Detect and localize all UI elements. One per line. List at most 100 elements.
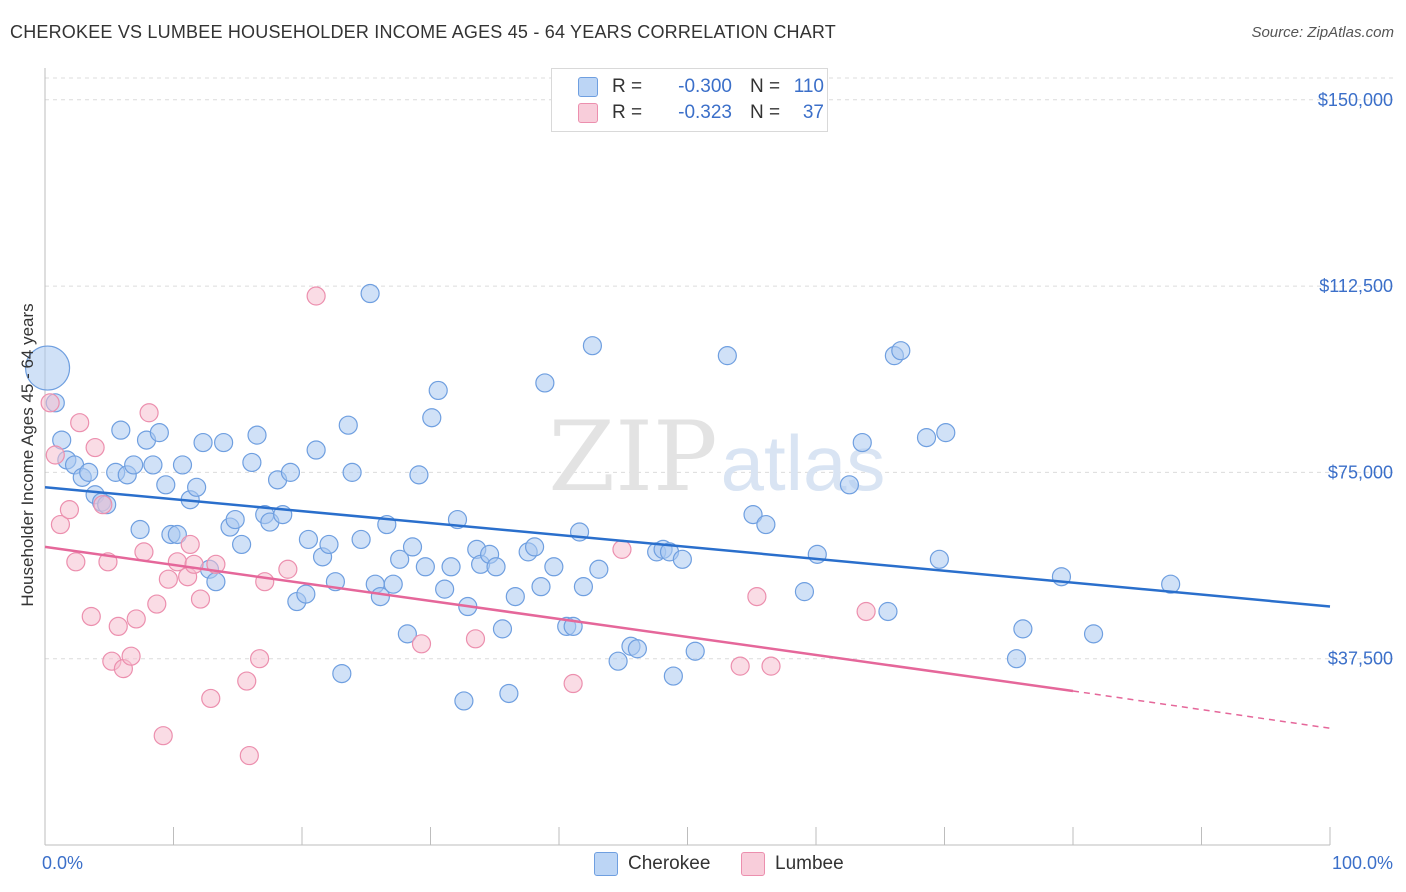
- cherokee-point: [172, 455, 193, 475]
- cherokee-point: [1013, 619, 1033, 639]
- chart-title: CHEROKEE VS LUMBEE HOUSEHOLDER INCOME AG…: [10, 22, 837, 42]
- lumbee-point: [50, 514, 71, 535]
- trend-lines: [44, 486, 1331, 729]
- cherokee-point: [878, 601, 898, 622]
- lumbee-point: [158, 569, 178, 589]
- watermark: ZIP atlas: [548, 401, 885, 513]
- lumbee-point: [184, 554, 204, 574]
- cherokee-point: [717, 346, 737, 366]
- cherokee-point: [663, 666, 683, 686]
- cherokee-point: [409, 465, 429, 485]
- legend-row-cherokee: R = -0.300 N = 110: [578, 74, 824, 100]
- lumbee-point: [45, 445, 65, 465]
- lumbee-point: [411, 634, 432, 654]
- cherokee-point: [206, 572, 226, 592]
- cherokee-point: [422, 408, 442, 428]
- legend-r-label: R =: [612, 102, 643, 123]
- cherokee-legend-label: Cherokee: [628, 853, 711, 874]
- cherokee-point: [505, 586, 525, 607]
- cherokee-point: [936, 423, 956, 443]
- lumbee-point: [147, 594, 167, 614]
- lumbee-point: [201, 688, 221, 709]
- lumbee-point: [730, 656, 750, 676]
- lumbee-point: [66, 552, 86, 572]
- y-tick-label: $150,000: [1318, 90, 1393, 110]
- lumbee-point: [180, 534, 200, 555]
- cherokee-point: [338, 415, 358, 435]
- grid-lines: [45, 77, 1395, 660]
- cherokee-point: [454, 691, 474, 711]
- cherokee-point: [306, 440, 326, 460]
- cherokee-point: [531, 577, 551, 597]
- legend-item-lumbee[interactable]: Lumbee: [741, 852, 844, 876]
- y-tick-label: $112,500: [1319, 276, 1393, 296]
- cherokee-point: [627, 639, 647, 659]
- watermark-zip: ZIP: [548, 401, 717, 513]
- cherokee-point: [589, 559, 609, 579]
- legend-n-label: N =: [750, 102, 781, 123]
- legend-item-cherokee[interactable]: Cherokee: [594, 852, 710, 876]
- cherokee-point: [794, 582, 815, 602]
- lumbee-point: [139, 403, 159, 423]
- cherokee-point: [130, 519, 150, 540]
- legend-n-value: 110: [793, 76, 824, 97]
- cherokee-point: [839, 475, 860, 495]
- watermark-atlas: atlas: [721, 419, 886, 507]
- y-axis-label: Householder Income Ages 45 - 64 years: [18, 303, 37, 607]
- legend-r-label: R =: [612, 76, 643, 97]
- lumbee-point: [126, 609, 146, 629]
- cherokee-point: [242, 452, 262, 473]
- cherokee-point: [573, 577, 594, 597]
- cherokee-point: [672, 549, 692, 569]
- cherokee-point: [225, 509, 245, 530]
- lumbee-point: [121, 646, 141, 666]
- cherokee-point: [156, 475, 176, 495]
- cherokee-point: [383, 574, 403, 594]
- lumbee-legend-label: Lumbee: [775, 853, 844, 874]
- lumbee-point: [59, 500, 80, 520]
- cherokee-point: [499, 683, 519, 704]
- cherokee-point: [441, 557, 461, 577]
- cherokee-point: [111, 420, 131, 440]
- cherokee-point: [124, 455, 144, 475]
- cherokee-point: [415, 557, 435, 577]
- y-tick-labels: $37,500 $75,000 $112,500 $150,000: [1318, 90, 1393, 669]
- cherokee-point: [79, 462, 99, 482]
- cherokee-point: [143, 455, 163, 475]
- lumbee-trend-extension: [1072, 690, 1331, 729]
- lumbee-point: [134, 542, 154, 562]
- cherokee-point: [24, 345, 71, 391]
- cherokee-point: [891, 341, 911, 361]
- lumbee-point: [761, 656, 781, 676]
- cherokee-point: [1083, 624, 1104, 644]
- lumbee-point: [93, 495, 113, 515]
- cherokee-point: [360, 283, 380, 304]
- cherokee-point: [332, 663, 352, 684]
- cherokee-point: [342, 462, 362, 482]
- cherokee-point: [916, 428, 937, 448]
- cherokee-point: [149, 423, 169, 443]
- cherokee-legend-swatch: [594, 852, 618, 876]
- cherokee-point: [319, 534, 339, 555]
- cherokee-point: [247, 425, 267, 445]
- x-tick-labels: 0.0% 100.0%: [42, 853, 1393, 873]
- lumbee-point: [206, 554, 226, 574]
- cherokee-point: [428, 380, 448, 401]
- cherokee-point: [193, 432, 213, 453]
- cherokee-point: [167, 524, 187, 545]
- cherokee-point: [298, 529, 319, 550]
- legend-r-value: -0.300: [678, 76, 732, 97]
- lumbee-point: [255, 572, 275, 592]
- legend-r-value: -0.323: [678, 102, 732, 123]
- lumbee-point: [108, 616, 128, 637]
- cherokee-point: [351, 529, 371, 550]
- lumbee-point: [237, 671, 257, 691]
- lumbee-point: [612, 539, 632, 559]
- x-tick-label-min: 0.0%: [42, 853, 83, 873]
- y-tick-label: $75,000: [1328, 462, 1393, 482]
- correlation-legend: R = -0.300 N = 110 R = -0.323 N = 37: [551, 68, 828, 132]
- cherokee-point: [214, 432, 234, 453]
- cherokee-point: [435, 579, 455, 599]
- cherokee-point: [608, 651, 628, 671]
